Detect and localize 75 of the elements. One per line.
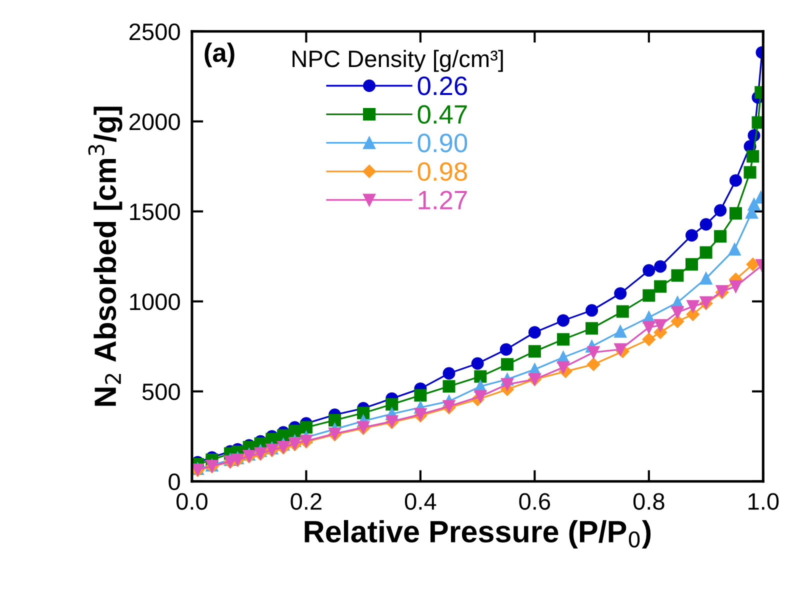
point (501, 378, 514, 391)
legend-title: NPC Density [g/cm³] (292, 50, 503, 72)
legend-label: 0.98 (418, 162, 467, 181)
point (386, 398, 398, 411)
point (671, 269, 684, 282)
x-tick-label: 0.0 (176, 493, 208, 510)
y-axis-title: N$_{2}$ Absorbed [cm$^{3}$/g] (88, 106, 122, 406)
point (414, 389, 427, 402)
point (556, 333, 570, 346)
point (300, 421, 312, 434)
y-tick-label: 500 (142, 383, 180, 400)
point (714, 204, 727, 217)
legend-label: 1.27 (418, 190, 467, 210)
point (442, 380, 456, 393)
x-tick-label: 0.6 (519, 493, 550, 510)
point (471, 357, 484, 370)
point (587, 346, 600, 359)
y-tick-label: 2500 (130, 23, 180, 40)
point (614, 343, 627, 356)
point (614, 287, 627, 300)
point (288, 424, 302, 438)
point (442, 367, 456, 380)
y-tick-label: 1000 (130, 293, 180, 310)
point (501, 358, 514, 371)
y-tick-label: 0 (168, 473, 180, 490)
point (729, 174, 742, 187)
point (586, 322, 598, 335)
point (686, 300, 700, 313)
point (642, 321, 656, 334)
point (700, 246, 712, 259)
point (586, 304, 598, 317)
point (528, 326, 541, 339)
legend-label: 0.90 (418, 134, 468, 152)
point (654, 319, 667, 332)
y-tick-label: 1500 (130, 203, 180, 220)
point (328, 414, 342, 426)
point (586, 358, 600, 371)
point (728, 243, 741, 256)
point (556, 361, 570, 374)
x-tick-label: 1.0 (748, 493, 779, 510)
x-tick-label: 0.4 (404, 493, 436, 510)
point (474, 370, 487, 383)
point (528, 345, 541, 358)
point (642, 332, 656, 346)
legend-label: 0.26 (418, 76, 467, 96)
x-axis-title: Relative Pressure (P/P$_{0}$) (304, 520, 651, 549)
legend-label: 0.47 (418, 105, 467, 124)
point (671, 306, 684, 319)
point (700, 272, 712, 285)
y-tick-label: 2000 (130, 113, 180, 130)
point (474, 390, 487, 403)
point (670, 314, 684, 328)
x-tick-label: 0.2 (290, 493, 322, 510)
point (556, 314, 570, 327)
point (642, 264, 656, 277)
point (654, 280, 667, 293)
point (642, 289, 656, 302)
point (748, 198, 760, 211)
point (714, 230, 727, 243)
point (752, 116, 764, 129)
point (654, 260, 667, 273)
annotation: (a) (204, 42, 234, 68)
point (614, 325, 627, 338)
point (357, 406, 370, 420)
point (500, 343, 512, 356)
point (746, 258, 760, 271)
point (729, 280, 742, 293)
point (685, 258, 698, 271)
point (746, 150, 760, 163)
point (729, 207, 742, 220)
point (616, 305, 629, 318)
point (700, 218, 712, 231)
point (744, 166, 756, 179)
x-tick-label: 0.8 (633, 493, 664, 510)
point (685, 229, 698, 242)
